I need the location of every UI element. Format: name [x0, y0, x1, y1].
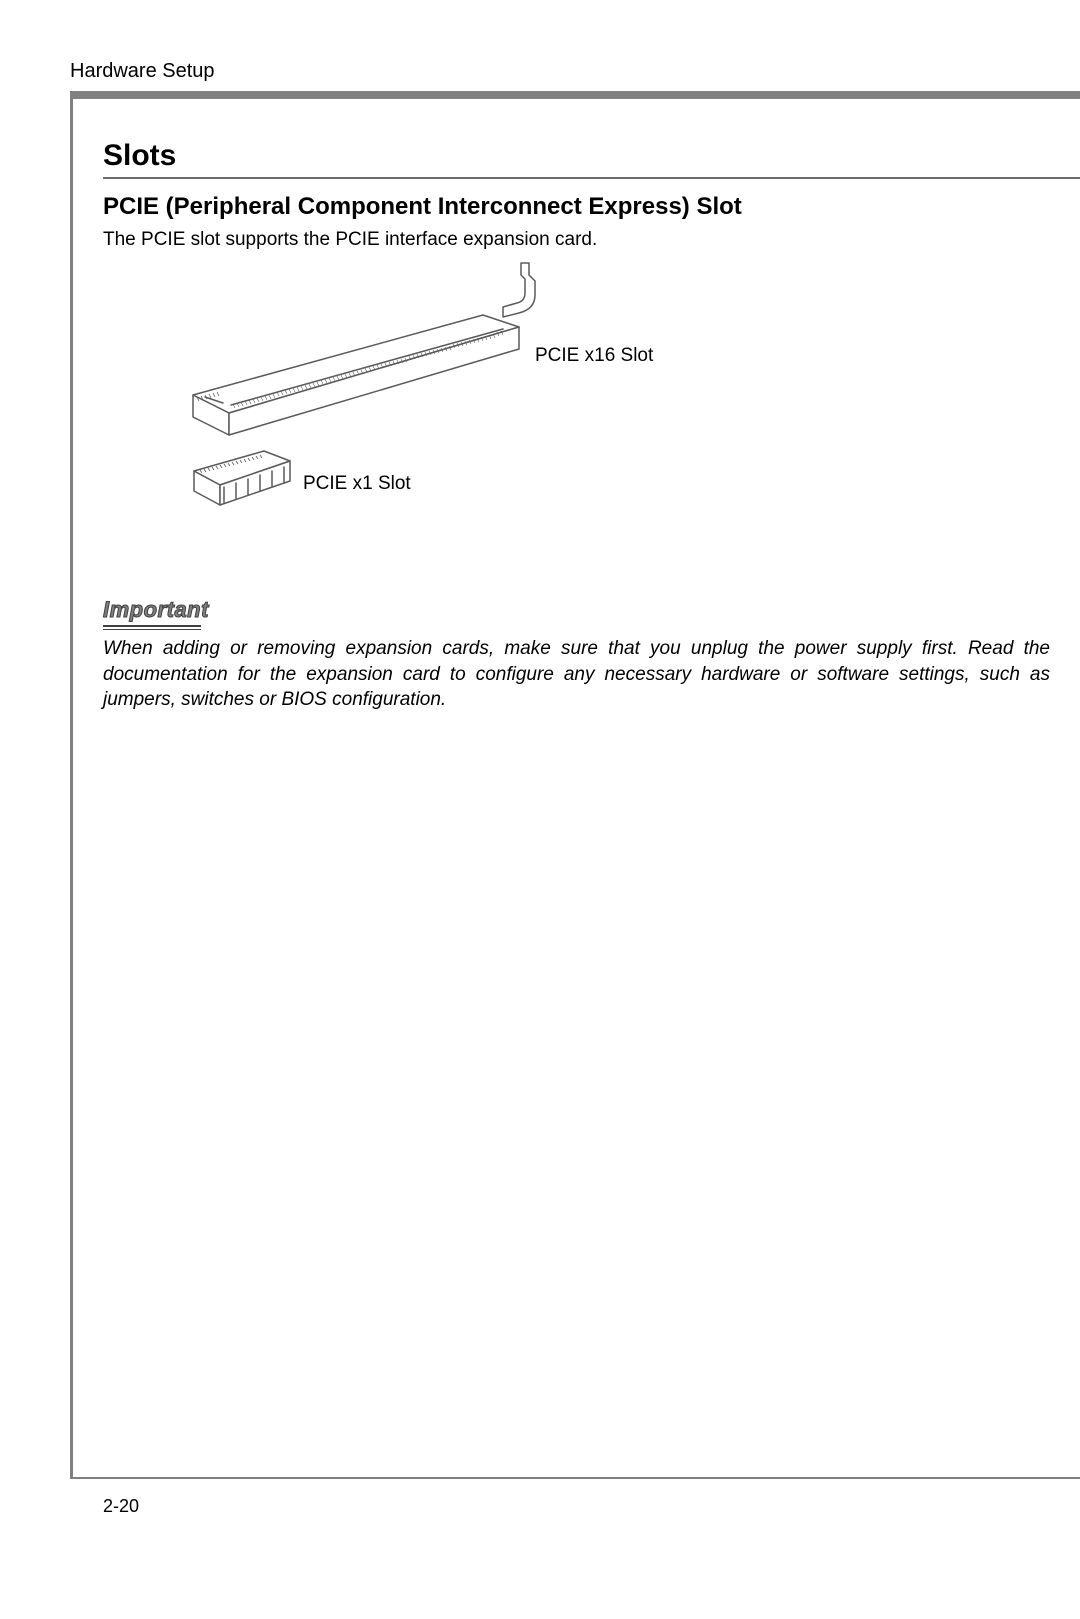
section-rule [103, 177, 1080, 179]
subsection-title: PCIE (Peripheral Component Interconnect … [103, 193, 1080, 221]
section-description: The PCIE slot supports the PCIE interfac… [103, 229, 1080, 251]
breadcrumb: Hardware Setup [70, 60, 1080, 83]
pcie-figure: PCIE x16 Slot PCIE x1 Slot [103, 257, 1080, 577]
content-frame: Slots PCIE (Peripheral Component Interco… [70, 99, 1080, 1479]
pcie-x16-label: PCIE x16 Slot [535, 345, 653, 367]
important-text: When adding or removing expansion cards,… [103, 636, 1080, 713]
pcie-x16-illustration [183, 257, 543, 447]
manual-page: Hardware Setup Slots PCIE (Peripheral Co… [70, 60, 1080, 1619]
important-underline-2 [103, 629, 201, 630]
important-underline-1 [103, 625, 201, 627]
pcie-x1-illustration [190, 447, 300, 517]
section-title: Slots [103, 139, 1080, 173]
pcie-x1-label: PCIE x1 Slot [303, 473, 411, 495]
important-callout: Important When adding or removing expans… [103, 597, 1080, 713]
important-heading: Important [103, 597, 209, 625]
page-number: 2-20 [103, 1496, 139, 1517]
header-divider-bar [70, 91, 1080, 99]
